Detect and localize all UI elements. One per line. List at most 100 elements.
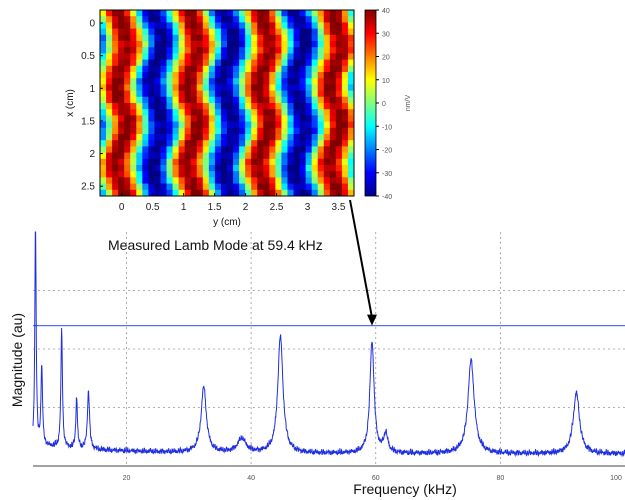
heatmap-cell	[112, 146, 119, 153]
heatmap-cell	[239, 109, 246, 116]
heatmap-cell	[275, 96, 282, 104]
heatmap-cell	[130, 127, 137, 135]
heatmap-cell	[239, 146, 246, 153]
heatmap-cell	[263, 109, 270, 116]
heatmap-cell	[112, 171, 119, 178]
heatmap-cell	[329, 146, 337, 153]
heatmap-cell	[239, 177, 246, 184]
heatmap-cell	[112, 109, 119, 116]
heatmap-cell	[311, 16, 319, 23]
heatmap-cell	[293, 177, 300, 184]
heatmap-cell	[184, 84, 192, 91]
heatmap-cell	[269, 28, 276, 36]
heatmap-cell	[239, 41, 246, 48]
heatmap-cell	[347, 103, 355, 110]
heatmap-cell	[208, 90, 216, 98]
heatmap-cell	[239, 90, 246, 98]
heatmap-cell	[160, 84, 167, 91]
heatmap-cell	[251, 41, 258, 48]
heatmap-cell	[112, 78, 119, 85]
heatmap-cell	[208, 22, 216, 29]
heatmap-cell	[293, 34, 300, 42]
heatmap-cell	[214, 165, 222, 172]
heatmap-cell	[166, 140, 173, 147]
heatmap-cell	[184, 134, 192, 141]
heatmap-cell	[148, 121, 155, 129]
heatmap-cell	[148, 65, 155, 73]
colorbar	[364, 9, 377, 197]
heatmap-cell	[293, 115, 300, 122]
heatmap-cell	[239, 47, 246, 54]
heatmap-cell	[233, 53, 240, 60]
heatmap-cell	[257, 103, 264, 110]
heatmap-cell	[335, 109, 343, 116]
heatmap-cell	[208, 84, 216, 91]
heatmap-cell	[100, 22, 107, 29]
heatmap-cell	[341, 177, 349, 184]
heatmap-cell	[220, 171, 228, 178]
heatmap-cell	[317, 47, 325, 54]
heatmap-cell	[136, 78, 143, 85]
heatmap-cell	[323, 65, 331, 73]
heatmap-cell	[184, 47, 192, 54]
heatmap-cell	[317, 121, 325, 129]
heatmap-cell	[323, 115, 331, 122]
heatmap-cell	[293, 84, 300, 91]
heatmap-cell	[154, 53, 161, 60]
heatmap-cell	[160, 115, 167, 122]
heatmap-cell	[136, 10, 143, 17]
heatmap-cell	[202, 28, 210, 36]
heatmap-cell	[275, 78, 282, 85]
heatmap-cell	[220, 183, 228, 191]
heatmap-cell	[251, 96, 258, 104]
heatmap-x-tick-label: 3.5	[332, 202, 346, 213]
heatmap-cell	[136, 103, 143, 110]
heatmap-cell	[106, 47, 113, 54]
heatmap-cell	[172, 41, 180, 48]
heatmap-cell	[106, 59, 113, 67]
heatmap-cell	[311, 72, 319, 79]
heatmap-cell	[251, 47, 258, 54]
heatmap-cell	[130, 183, 137, 191]
heatmap-cell	[317, 96, 325, 104]
heatmap-cell	[287, 127, 294, 135]
heatmap-cell	[251, 152, 258, 160]
heatmap-cell	[245, 121, 252, 129]
heatmap-cell	[227, 72, 234, 79]
heatmap-cell	[190, 22, 198, 29]
heatmap-cell	[100, 127, 107, 135]
heatmap-cell	[305, 28, 313, 36]
heatmap-cell	[118, 59, 125, 67]
heatmap-cell	[257, 189, 264, 197]
heatmap-cell	[100, 140, 107, 147]
heatmap-cell	[148, 183, 155, 191]
heatmap-cell	[305, 109, 313, 116]
heatmap-cell	[154, 109, 161, 116]
heatmap-cell	[299, 134, 307, 141]
heatmap-cell	[220, 127, 228, 135]
heatmap-cell	[124, 96, 131, 104]
heatmap-cell	[130, 189, 137, 197]
heatmap-cell	[214, 16, 222, 23]
heatmap-cell	[335, 59, 343, 67]
heatmap-cell	[124, 152, 131, 160]
heatmap-cell	[329, 41, 337, 48]
heatmap-cell	[196, 121, 204, 129]
heatmap-cell	[227, 177, 234, 184]
heatmap-cell	[208, 47, 216, 54]
heatmap-cell	[214, 103, 222, 110]
heatmap-cell	[112, 152, 119, 160]
heatmap-cell	[323, 34, 331, 42]
heatmap-cell	[263, 34, 270, 42]
heatmap-cell	[341, 158, 349, 166]
heatmap-cell	[220, 134, 228, 141]
heatmap-cell	[263, 177, 270, 184]
heatmap-cell	[227, 41, 234, 48]
heatmap-cell	[347, 84, 355, 91]
heatmap-cell	[130, 59, 137, 67]
heatmap-cell	[269, 183, 276, 191]
heatmap-cell	[311, 152, 319, 160]
heatmap-cell	[335, 65, 343, 73]
heatmap-cell	[341, 34, 349, 42]
heatmap-cell	[178, 140, 186, 147]
